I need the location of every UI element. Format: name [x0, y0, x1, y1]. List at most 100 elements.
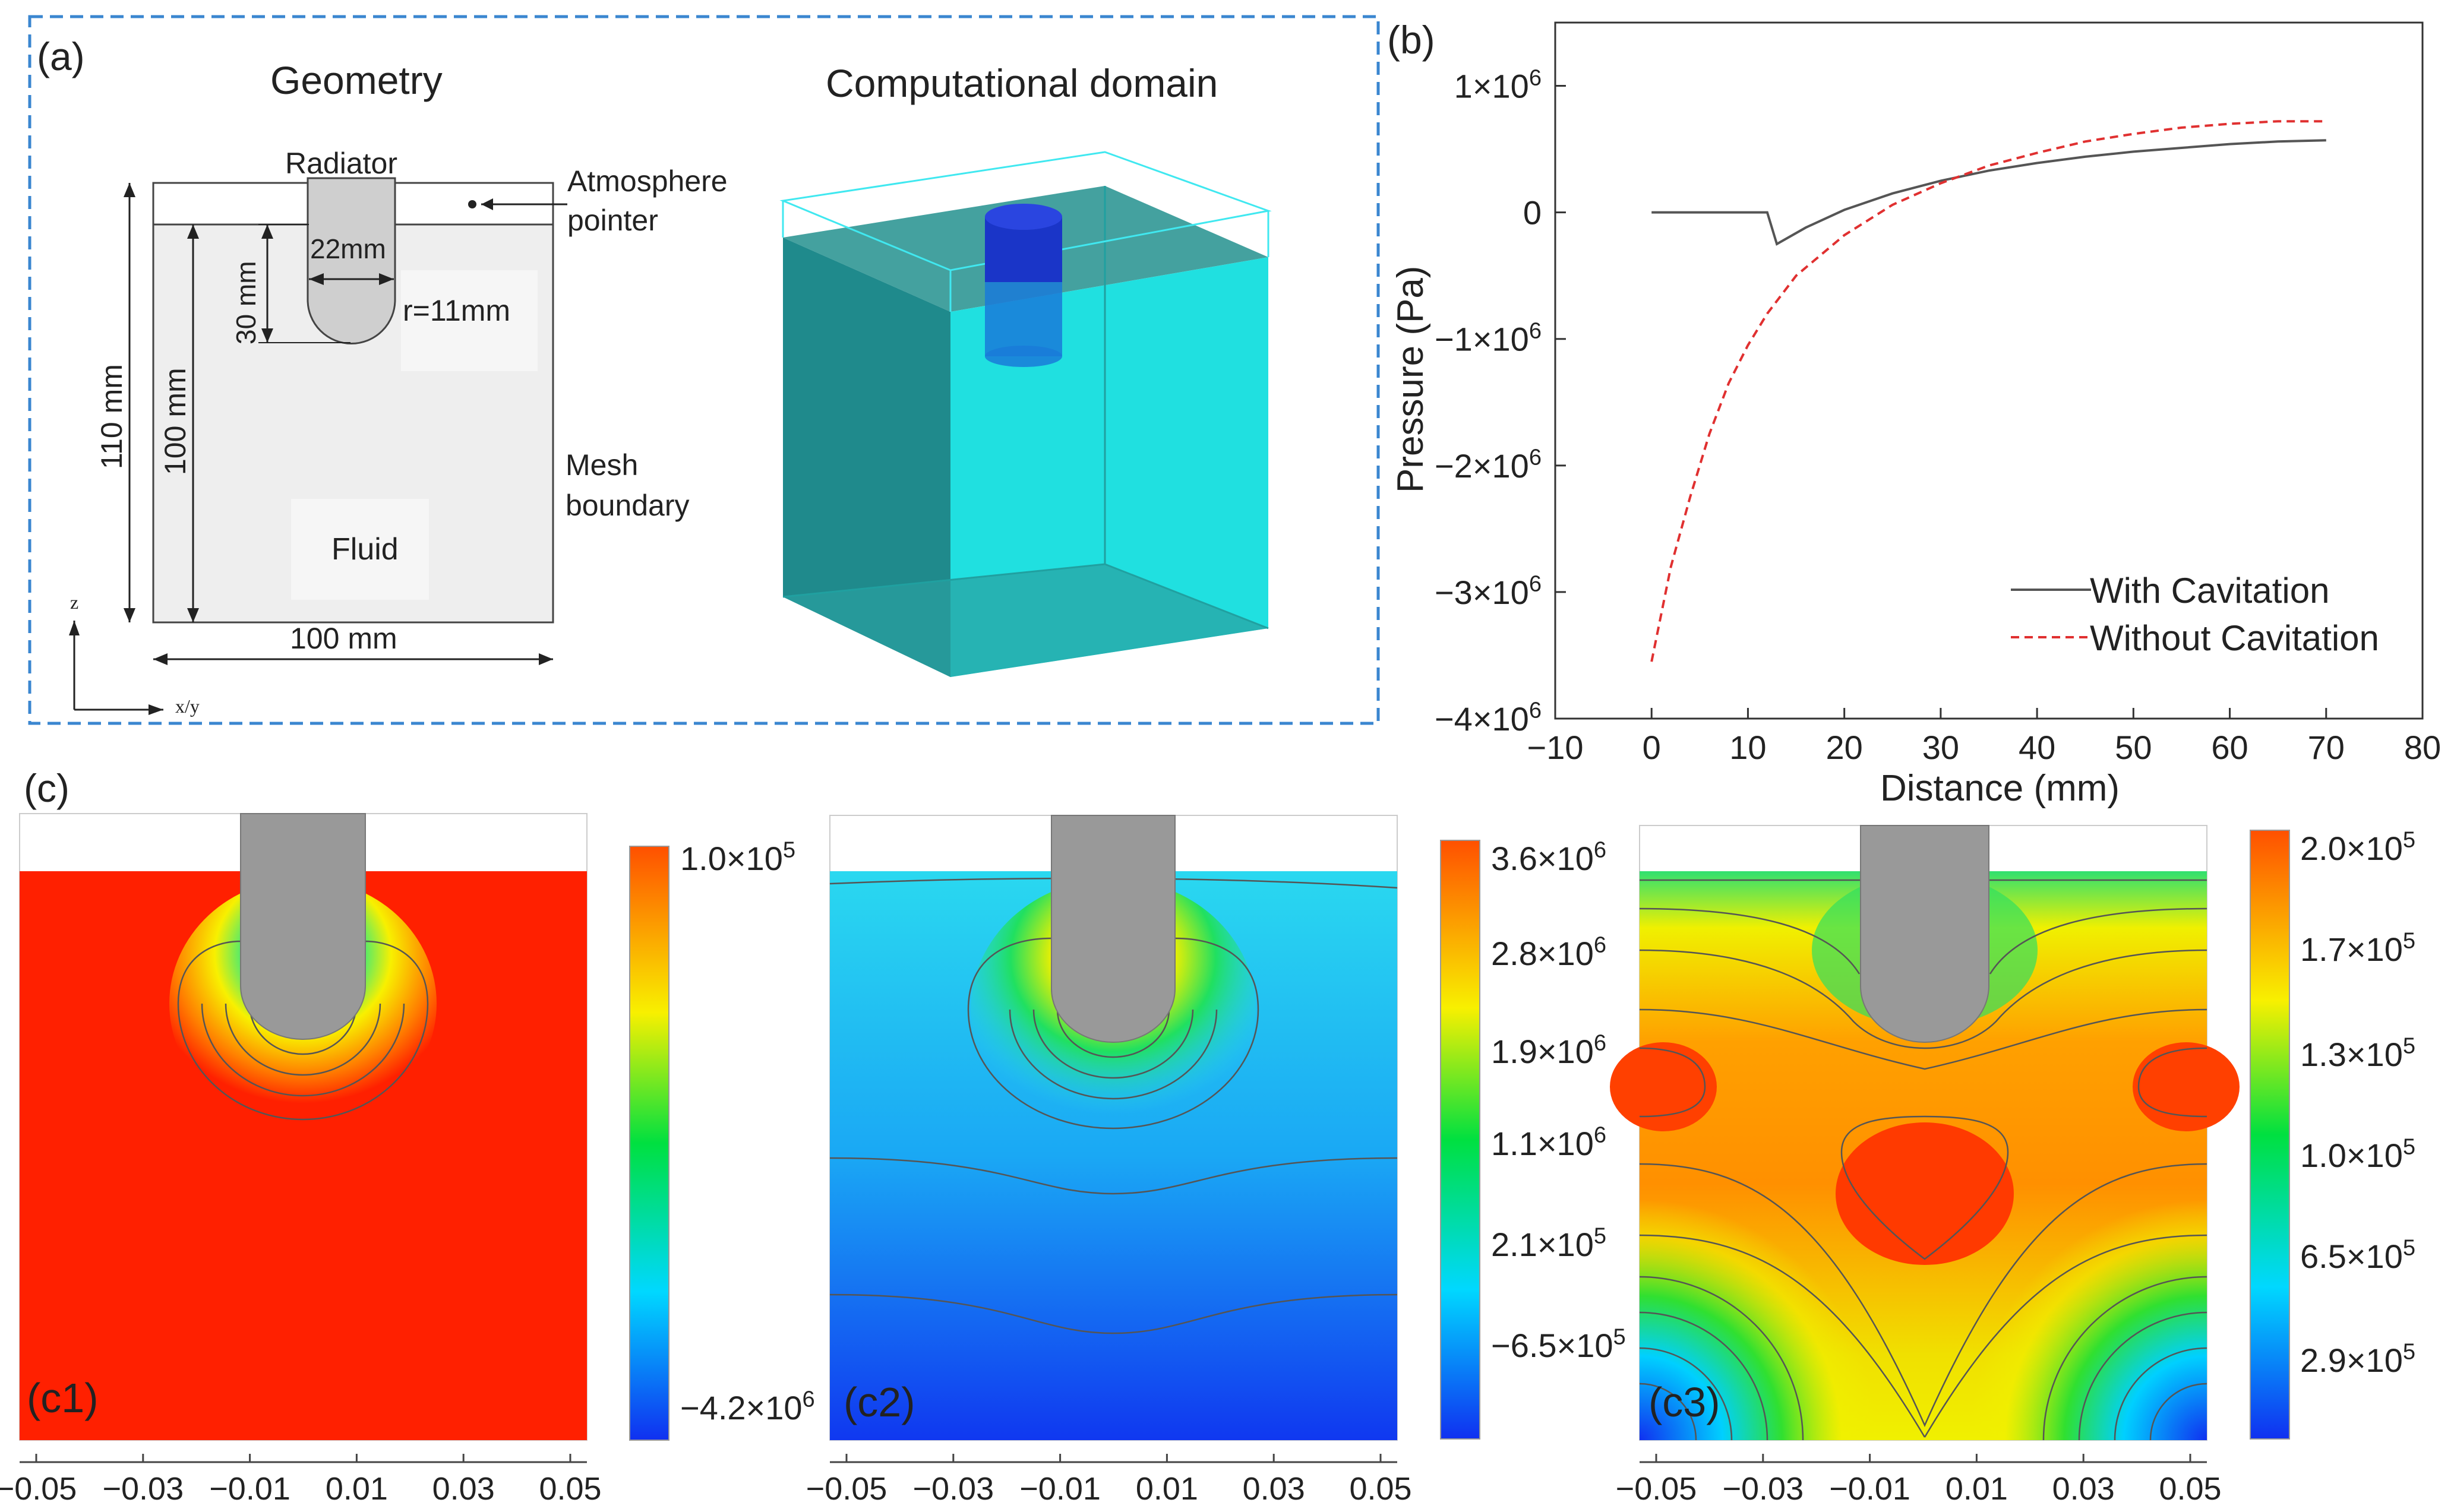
x-tick-label: 0.05 [539, 1471, 601, 1507]
y-tick-label: −1×106 [1435, 318, 1542, 358]
atmosphere-label: Atmosphere [567, 165, 728, 198]
colorbar-tick-label: 1.3×105 [2300, 1034, 2415, 1073]
colorbar-tick-label: 6.5×105 [2300, 1236, 2415, 1275]
plot-c3: (c3) 2.0×105 1.7×105 1.3×105 1.0×105 6.5×105… [1610, 825, 2415, 1507]
colorbar-tick-label: 2.8×106 [1491, 933, 1606, 972]
axis-z-label: z [70, 591, 78, 613]
colorbar-tick-label: 1.0×105 [680, 838, 795, 877]
x-tick-label: −0.03 [1722, 1471, 1804, 1507]
dim-110mm: 110 mm [95, 364, 128, 469]
x-tick-label: −0.01 [209, 1471, 290, 1507]
c1-x-ticks: −0.05 −0.03 −0.01 0.01 0.03 0.05 [0, 1454, 602, 1507]
plot-c1: (c1) 1.0×105 −4.2×106 −0.05 −0.03 −0.01 0.01… [0, 813, 815, 1507]
colorbar-tick-label: 1.1×106 [1491, 1123, 1606, 1162]
x-axis-ticks: −10 0 10 20 30 40 50 60 70 80 [1527, 708, 2441, 766]
colorbar-tick-label: 1.7×105 [2300, 929, 2415, 968]
x-tick-label: 0.05 [2159, 1471, 2221, 1507]
domain-radiator-lower [985, 279, 1062, 356]
c3-scale: 2.0×105 1.7×105 1.3×105 1.0×105 6.5×105 2.9×1… [2300, 828, 2415, 1379]
axis-xy-label: x/y [175, 695, 200, 717]
x-tick-label: 10 [1729, 729, 1766, 766]
atmosphere-pointer-dot [468, 200, 476, 208]
fluid-label-box [291, 499, 429, 600]
x-tick-label: −0.01 [1829, 1471, 1910, 1507]
x-tick-label: −0.05 [1616, 1471, 1697, 1507]
x-tick-label: 0.01 [326, 1471, 388, 1507]
y-tick-label: 0 [1523, 194, 1542, 232]
dim-100mm-vertical: 100 mm [159, 368, 192, 475]
c2-colorbar [1440, 840, 1480, 1440]
x-tick-label: 40 [2019, 729, 2055, 766]
x-tick-label: 70 [2308, 729, 2345, 766]
x-tick-label: 80 [2404, 729, 2441, 766]
c3-colorbar [2250, 830, 2290, 1440]
x-tick-label: 0 [1643, 729, 1661, 766]
c2-label: (c2) [844, 1379, 915, 1425]
colorbar-tick-label: −4.2×106 [680, 1387, 815, 1426]
x-tick-label: 20 [1826, 729, 1863, 766]
geometry-title: Geometry [270, 58, 443, 102]
panel-c-label: (c) [24, 766, 70, 810]
plot-c2: (c2) 3.6×106 2.8×106 1.9×106 1.1×106 2.1×105… [806, 815, 1626, 1507]
domain-title: Computational domain [826, 61, 1218, 105]
dim-30mm: 30 mm [230, 261, 261, 344]
y-axis-label: Pressure (Pa) [1390, 266, 1431, 493]
x-tick-label: 0.01 [1945, 1471, 2008, 1507]
y-tick-label: −3×106 [1435, 572, 1542, 611]
pointer-label: pointer [567, 204, 658, 237]
c3-x-ticks: −0.05 −0.03 −0.01 0.01 0.03 0.05 [1616, 1454, 2222, 1507]
boundary-label: boundary [566, 489, 690, 522]
plot-lines [1650, 120, 2326, 662]
radiator-probe [307, 177, 396, 344]
x-tick-label: −0.03 [912, 1471, 994, 1507]
colorbar-tick-label: 1.9×106 [1491, 1031, 1606, 1070]
colorbar-tick-label: 2.1×105 [1491, 1224, 1606, 1263]
x-tick-label: 30 [1922, 729, 1959, 766]
panel-a-label: (a) [37, 34, 85, 78]
c1-colorbar [629, 846, 669, 1441]
colorbar-tick-label: 3.6×106 [1491, 838, 1606, 877]
c2-x-ticks: −0.05 −0.03 −0.01 0.01 0.03 0.05 [806, 1454, 1412, 1507]
x-tick-label: 50 [2115, 729, 2152, 766]
x-tick-label: −0.05 [0, 1471, 77, 1507]
c3-label: (c3) [1648, 1379, 1720, 1425]
colorbar-tick-label: 1.0×105 [2300, 1135, 2415, 1174]
y-tick-label: −4×106 [1435, 698, 1542, 738]
c1-label: (c1) [27, 1375, 99, 1421]
x-tick-label: −0.01 [1019, 1471, 1101, 1507]
c2-probe [1051, 815, 1176, 1043]
fluid-label: Fluid [331, 532, 399, 567]
dim-22mm: 22mm [310, 233, 386, 264]
panel-c: (c) (c1) 1.0×105 −4.2×106 −0.05 −0.03 −0.01… [0, 766, 2415, 1507]
c1-probe [240, 813, 366, 1040]
series-with-cavitation [1651, 139, 2326, 246]
domain-left-face [783, 238, 950, 677]
dim-radius: r=11mm [403, 294, 510, 327]
panel-b-label: (b) [1387, 18, 1435, 62]
x-axis-label: Distance (mm) [1880, 768, 2120, 809]
y-axis-ticks: 1×106 0 −1×106 −2×106 −3×106 −4×106 [1435, 65, 1566, 738]
panel-a-frame [28, 15, 1380, 725]
plot-b-frame [1554, 21, 2424, 720]
c1-scale: 1.0×105 −4.2×106 [680, 838, 815, 1426]
x-tick-label: 0.03 [2052, 1471, 2115, 1507]
series-without-cavitation [1650, 120, 2326, 662]
colorbar-tick-label: 2.9×105 [2300, 1340, 2415, 1379]
x-tick-label: 0.05 [1349, 1471, 1411, 1507]
mesh-label: Mesh [566, 448, 638, 482]
legend-with-cavitation: With Cavitation [2090, 571, 2329, 611]
radiator-label: Radiator [285, 147, 397, 180]
x-tick-label: −10 [1527, 729, 1584, 766]
y-tick-label: 1×106 [1454, 65, 1542, 105]
y-tick-label: −2×106 [1435, 445, 1542, 485]
panel-a: (a) Geometry Computational domain Radiat… [28, 15, 1380, 725]
legend: With Cavitation Without Cavitation [2011, 571, 2379, 658]
c3-probe [1860, 825, 1989, 1043]
legend-without-cavitation: Without Cavitation [2090, 618, 2379, 658]
x-tick-label: 0.03 [432, 1471, 495, 1507]
x-tick-label: −0.05 [806, 1471, 888, 1507]
x-tick-label: −0.03 [102, 1471, 184, 1507]
x-tick-label: 0.03 [1243, 1471, 1305, 1507]
c2-scale: 3.6×106 2.8×106 1.9×106 1.1×106 2.1×105 −6.5×… [1491, 838, 1626, 1364]
